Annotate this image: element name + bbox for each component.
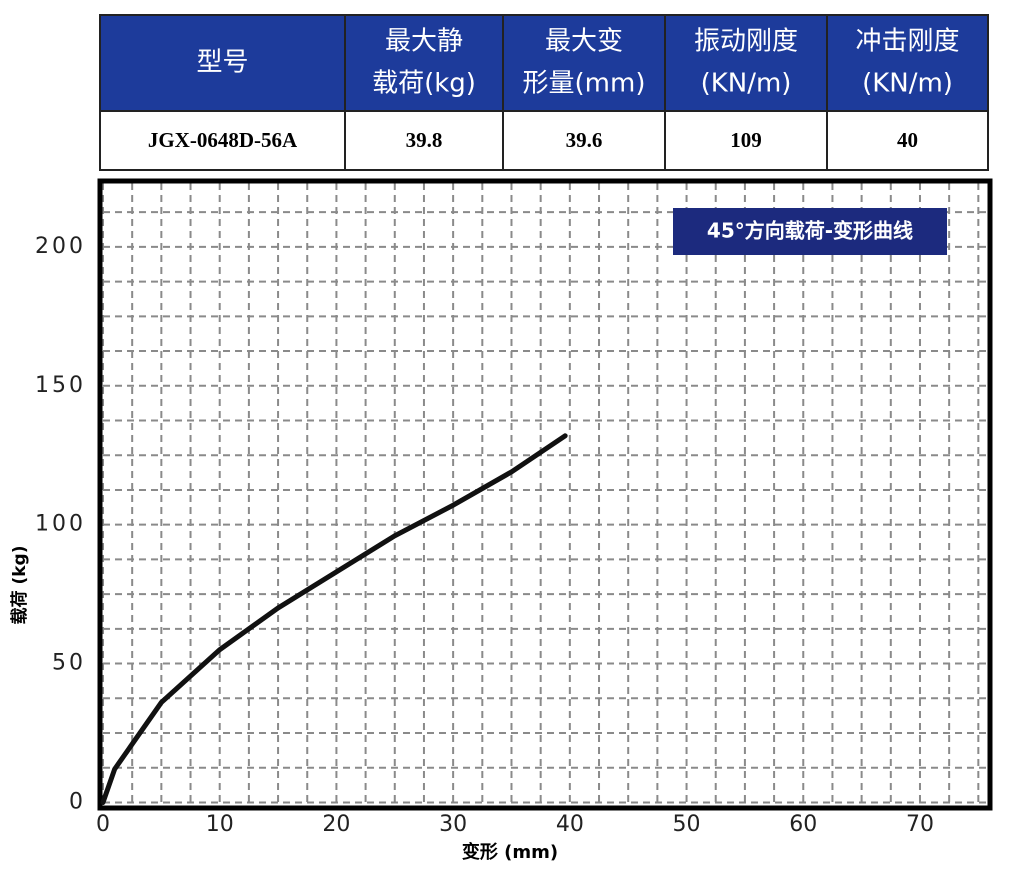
table-cell: 40 bbox=[897, 128, 918, 152]
y-tick-label: 150 bbox=[35, 373, 86, 398]
chart-title: 45°方向载荷-变形曲线 bbox=[707, 219, 913, 243]
x-tick-label: 30 bbox=[439, 812, 467, 837]
table-frame bbox=[99, 14, 989, 171]
y-tick-label: 50 bbox=[52, 651, 86, 676]
table-header: 冲击刚度 bbox=[855, 27, 959, 57]
table-cell: 39.6 bbox=[566, 128, 603, 152]
y-tick-label: 100 bbox=[35, 512, 86, 537]
plot-frame bbox=[97, 178, 993, 811]
table-header: (KN/m) bbox=[701, 69, 792, 99]
x-tick-label: 20 bbox=[322, 812, 350, 837]
table-header: 最大变 bbox=[545, 27, 623, 57]
y-tick-label: 200 bbox=[35, 234, 86, 259]
title-box bbox=[673, 208, 947, 255]
table-header: (KN/m) bbox=[862, 69, 953, 99]
table-header: 最大静 bbox=[385, 27, 463, 57]
table-header: 形量(mm) bbox=[523, 69, 646, 99]
y-axis-label: 载荷 (kg) bbox=[9, 546, 30, 625]
table-header: 载荷(kg) bbox=[372, 69, 476, 99]
x-tick-label: 70 bbox=[906, 812, 934, 837]
x-tick-label: 0 bbox=[96, 812, 110, 837]
table-header: 型号 bbox=[196, 48, 248, 78]
x-tick-label: 60 bbox=[789, 812, 817, 837]
table-cell: JGX-0648D-56A bbox=[148, 128, 298, 152]
x-tick-label: 50 bbox=[673, 812, 701, 837]
x-tick-label: 40 bbox=[556, 812, 584, 837]
table-header-bg bbox=[100, 15, 988, 111]
x-tick-label: 10 bbox=[206, 812, 234, 837]
table-cell: 39.8 bbox=[406, 128, 443, 152]
table-cell: 109 bbox=[730, 128, 762, 152]
x-axis-label: 变形 (mm) bbox=[462, 841, 558, 863]
table-header: 振动刚度 bbox=[694, 27, 798, 57]
table-body-bg bbox=[99, 110, 989, 171]
y-tick-label: 0 bbox=[69, 789, 86, 814]
data-line bbox=[100, 433, 568, 805]
